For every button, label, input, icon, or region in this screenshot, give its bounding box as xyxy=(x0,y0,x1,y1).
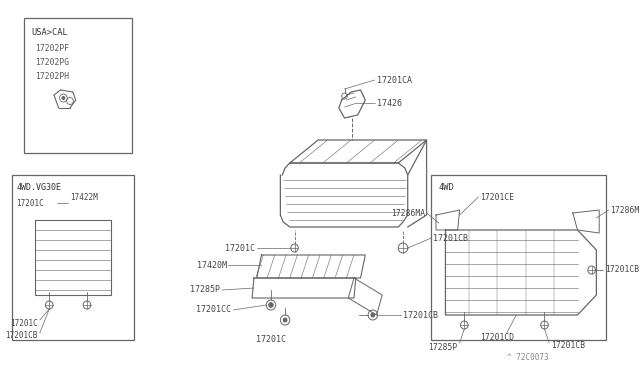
Text: 17420M: 17420M xyxy=(196,260,227,269)
Text: 17201C: 17201C xyxy=(256,336,286,344)
Text: ^ 72C0073: ^ 72C0073 xyxy=(507,353,548,362)
Text: 17201CB: 17201CB xyxy=(551,340,585,350)
Text: 4WD: 4WD xyxy=(439,183,454,192)
Text: 17201C: 17201C xyxy=(16,199,44,208)
Text: 17422M: 17422M xyxy=(70,192,98,202)
Text: 17286M: 17286M xyxy=(611,205,640,215)
Text: 17201CD: 17201CD xyxy=(480,333,515,341)
Circle shape xyxy=(283,318,287,322)
Bar xyxy=(24,18,132,153)
Text: 17202PG: 17202PG xyxy=(35,58,69,67)
Text: 17201C: 17201C xyxy=(10,318,38,327)
Circle shape xyxy=(62,96,65,99)
Text: 17201CB: 17201CB xyxy=(433,234,468,243)
Text: 17202PH: 17202PH xyxy=(35,71,69,80)
Text: 17201CB: 17201CB xyxy=(605,266,639,275)
Bar xyxy=(431,175,606,340)
Circle shape xyxy=(269,302,273,308)
Text: 17201CB: 17201CB xyxy=(403,311,438,320)
Circle shape xyxy=(371,313,374,317)
Text: 17202PF: 17202PF xyxy=(35,44,69,52)
Text: 17426: 17426 xyxy=(376,99,401,108)
Text: 17201CE: 17201CE xyxy=(481,192,515,202)
Text: 17286MA: 17286MA xyxy=(390,208,425,218)
Bar xyxy=(12,175,134,340)
Text: 17285P: 17285P xyxy=(190,285,220,295)
Text: 17201CB: 17201CB xyxy=(6,330,38,340)
Text: 4WD.VG30E: 4WD.VG30E xyxy=(16,183,61,192)
Text: USA>CAL: USA>CAL xyxy=(31,28,68,36)
Text: 17285P: 17285P xyxy=(428,343,458,352)
Text: 17201CC: 17201CC xyxy=(196,305,231,314)
Text: 17201CA: 17201CA xyxy=(376,76,412,84)
Text: 17201C: 17201C xyxy=(225,244,255,253)
